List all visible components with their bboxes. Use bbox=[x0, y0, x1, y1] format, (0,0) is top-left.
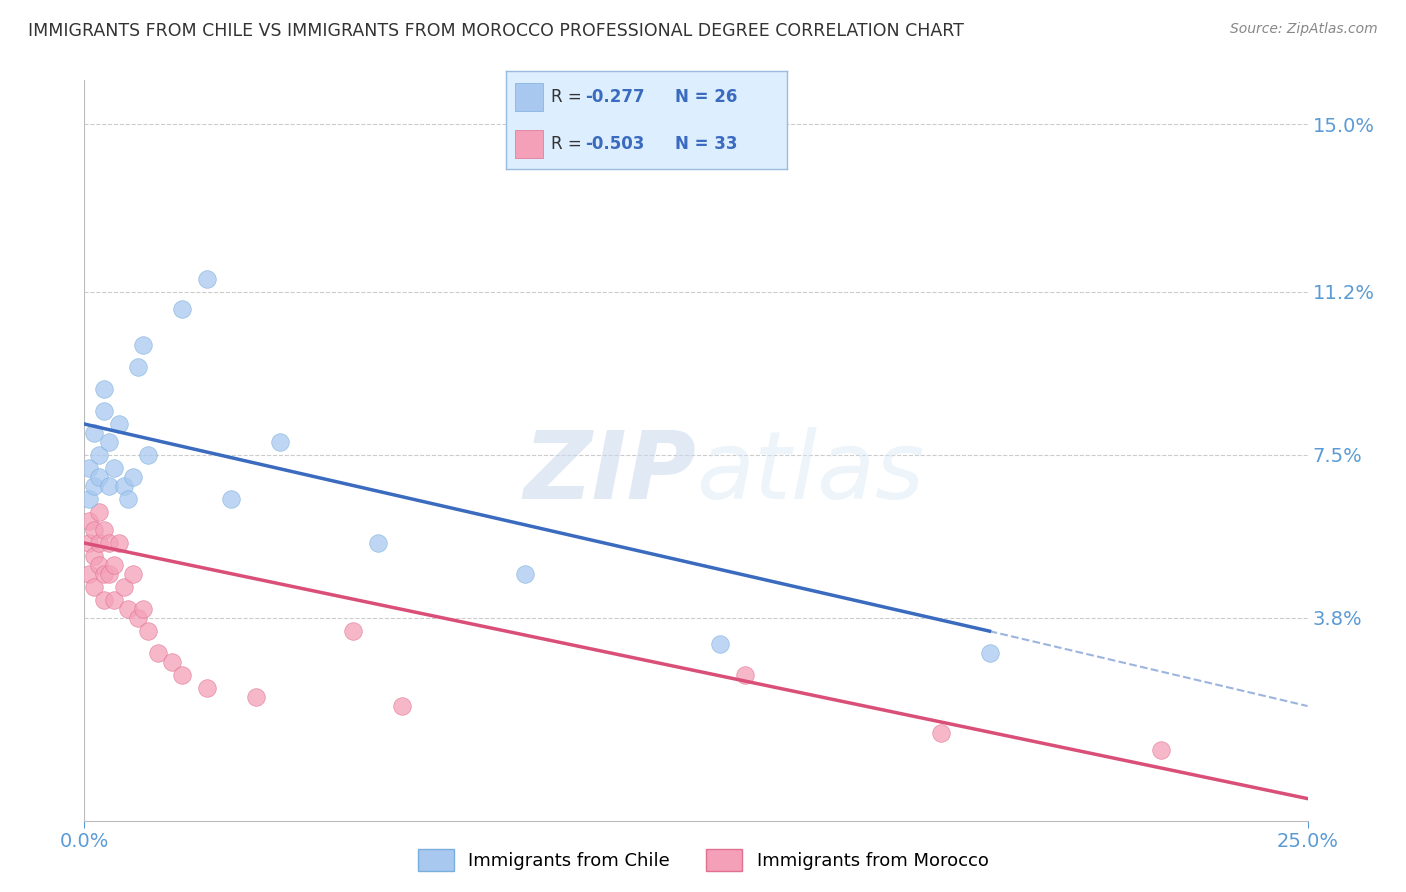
Point bbox=[83, 523, 105, 537]
Point bbox=[342, 624, 364, 639]
Point bbox=[709, 637, 731, 651]
Point bbox=[107, 536, 129, 550]
Point bbox=[219, 491, 242, 506]
Point bbox=[83, 425, 105, 440]
Point bbox=[122, 470, 145, 484]
Point bbox=[132, 602, 155, 616]
Point bbox=[136, 448, 159, 462]
Point bbox=[112, 580, 135, 594]
Point bbox=[162, 655, 184, 669]
Point bbox=[103, 461, 125, 475]
Point bbox=[77, 514, 100, 528]
Point bbox=[87, 470, 110, 484]
Point bbox=[172, 668, 194, 682]
Point bbox=[97, 536, 120, 550]
Point bbox=[83, 580, 105, 594]
Point bbox=[979, 646, 1001, 660]
Point bbox=[97, 434, 120, 449]
Point bbox=[93, 382, 115, 396]
Point bbox=[245, 690, 267, 705]
Point bbox=[172, 302, 194, 317]
Point bbox=[77, 461, 100, 475]
Text: R =: R = bbox=[551, 135, 588, 153]
Legend: Immigrants from Chile, Immigrants from Morocco: Immigrants from Chile, Immigrants from M… bbox=[411, 842, 995, 879]
Point bbox=[103, 593, 125, 607]
Point bbox=[122, 566, 145, 581]
Text: R =: R = bbox=[551, 88, 588, 106]
Point bbox=[734, 668, 756, 682]
Point bbox=[87, 536, 110, 550]
Point bbox=[132, 337, 155, 351]
Point bbox=[97, 566, 120, 581]
Point bbox=[93, 523, 115, 537]
Point bbox=[103, 558, 125, 572]
Point bbox=[93, 593, 115, 607]
Point bbox=[127, 611, 149, 625]
Text: ZIP: ZIP bbox=[523, 426, 696, 518]
Text: -0.503: -0.503 bbox=[585, 135, 644, 153]
Point bbox=[112, 479, 135, 493]
Point bbox=[367, 536, 389, 550]
Point bbox=[77, 491, 100, 506]
Bar bbox=[515, 83, 543, 111]
Point bbox=[87, 505, 110, 519]
Text: atlas: atlas bbox=[696, 427, 924, 518]
Text: N = 33: N = 33 bbox=[675, 135, 737, 153]
Point bbox=[127, 359, 149, 374]
Text: IMMIGRANTS FROM CHILE VS IMMIGRANTS FROM MOROCCO PROFESSIONAL DEGREE CORRELATION: IMMIGRANTS FROM CHILE VS IMMIGRANTS FROM… bbox=[28, 22, 965, 40]
Point bbox=[195, 271, 218, 285]
Point bbox=[1150, 743, 1173, 757]
Point bbox=[513, 566, 536, 581]
Point bbox=[77, 536, 100, 550]
Point bbox=[136, 624, 159, 639]
Point bbox=[97, 479, 120, 493]
Point bbox=[87, 448, 110, 462]
Text: -0.277: -0.277 bbox=[585, 88, 644, 106]
Text: N = 26: N = 26 bbox=[675, 88, 737, 106]
Point bbox=[93, 566, 115, 581]
Point bbox=[929, 725, 952, 739]
Point bbox=[83, 479, 105, 493]
Point bbox=[146, 646, 169, 660]
Point bbox=[93, 404, 115, 418]
Point bbox=[83, 549, 105, 564]
Point bbox=[117, 602, 139, 616]
Point bbox=[87, 558, 110, 572]
Point bbox=[269, 434, 291, 449]
Point bbox=[107, 417, 129, 431]
Point bbox=[391, 699, 413, 714]
Point bbox=[117, 491, 139, 506]
Point bbox=[77, 566, 100, 581]
Bar bbox=[515, 130, 543, 158]
Point bbox=[195, 681, 218, 696]
Text: Source: ZipAtlas.com: Source: ZipAtlas.com bbox=[1230, 22, 1378, 37]
